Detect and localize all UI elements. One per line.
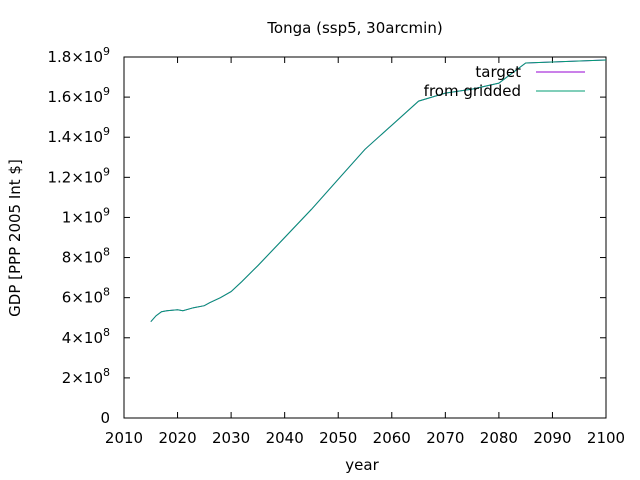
x-tick-label: 2010 bbox=[105, 429, 143, 447]
series-lines bbox=[150, 59, 607, 323]
x-tick-label: 2060 bbox=[373, 429, 411, 447]
x-tick-label: 2050 bbox=[319, 429, 357, 447]
y-axis-label: GDP [PPP 2005 Int $] bbox=[6, 159, 24, 317]
y-tick-label: 1.4×109 bbox=[47, 125, 110, 146]
legend-label: target bbox=[475, 63, 521, 81]
y-tick-label: 2×108 bbox=[62, 366, 110, 387]
y-tick-label: 4×108 bbox=[62, 326, 110, 347]
y-tick-label: 1.6×109 bbox=[47, 85, 110, 106]
y-tick-label: 0 bbox=[100, 409, 110, 427]
x-axis: 2010 2020 2030 2040 2050 2060 2070 2080 2090 2100 bbox=[105, 57, 625, 447]
x-tick-label: 2030 bbox=[212, 429, 250, 447]
y-tick-exponent: 8 bbox=[103, 246, 110, 259]
x-tick-label: 2090 bbox=[533, 429, 571, 447]
series-line-2 bbox=[150, 59, 607, 323]
legend-label: from gridded bbox=[424, 82, 521, 100]
y-tick-label: 1×109 bbox=[62, 205, 110, 226]
plot-frame bbox=[123, 56, 607, 419]
series-line-1 bbox=[150, 59, 607, 323]
x-axis-label: year bbox=[345, 456, 379, 474]
y-tick-label: 6×108 bbox=[62, 286, 110, 307]
x-tick-label: 2080 bbox=[480, 429, 518, 447]
y-tick-label: 1.8×109 bbox=[47, 45, 110, 66]
y-tick-exponent: 9 bbox=[103, 165, 110, 178]
y-tick-exponent: 8 bbox=[103, 326, 110, 339]
x-tick-label: 2100 bbox=[587, 429, 625, 447]
y-tick-exponent: 9 bbox=[103, 85, 110, 98]
y-tick-label: 1.2×109 bbox=[47, 165, 110, 186]
chart-title: Tonga (ssp5, 30arcmin) bbox=[266, 19, 442, 37]
y-axis: 0 2×108 4×108 6×108 8×108 1×109 1.2×109 1.4×109… bbox=[47, 45, 606, 427]
y-tick-exponent: 8 bbox=[103, 286, 110, 299]
x-tick-label: 2070 bbox=[426, 429, 464, 447]
y-tick-exponent: 9 bbox=[103, 45, 110, 58]
y-tick-exponent: 8 bbox=[103, 366, 110, 379]
x-tick-label: 2020 bbox=[158, 429, 196, 447]
y-tick-exponent: 9 bbox=[103, 205, 110, 218]
y-tick-exponent: 9 bbox=[103, 125, 110, 138]
x-tick-label: 2040 bbox=[266, 429, 304, 447]
y-tick-label: 8×108 bbox=[62, 246, 110, 267]
